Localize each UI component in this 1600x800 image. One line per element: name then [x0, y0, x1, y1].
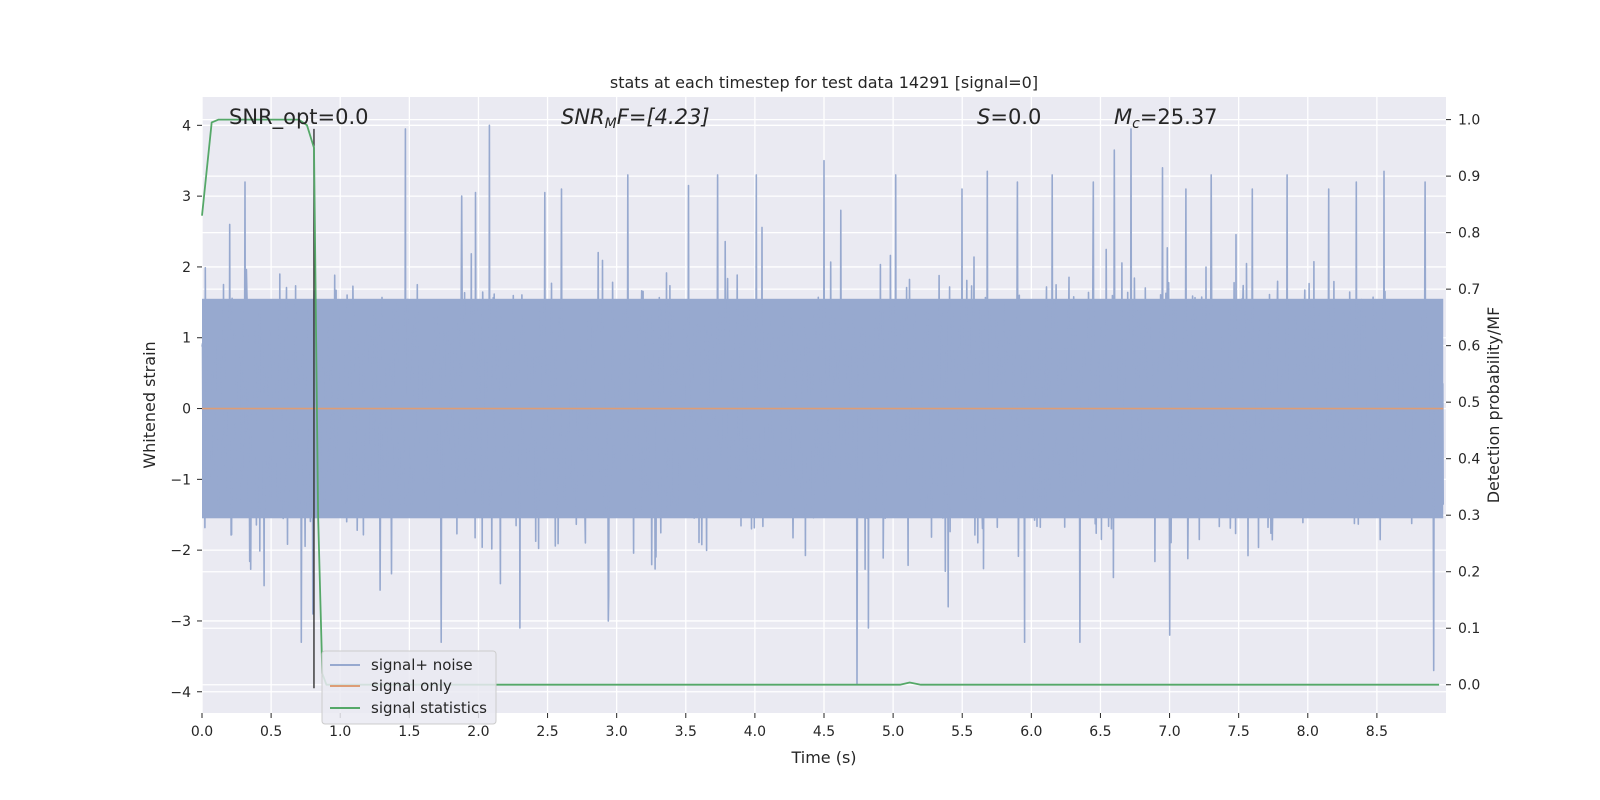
s-value: =0.0	[990, 105, 1041, 129]
legend-label-signal-statistics: signal statistics	[371, 699, 487, 717]
x-tick-label: 6.0	[1020, 724, 1042, 740]
x-tick-label: 3.5	[675, 724, 697, 740]
x-tick-label: 2.5	[536, 724, 558, 740]
chart-title: stats at each timestep for test data 142…	[610, 73, 1038, 92]
mc-value: =25.37	[1140, 105, 1218, 129]
x-tick-label: 8.5	[1366, 724, 1388, 740]
mc-base: M	[1114, 105, 1132, 129]
x-tick-label: 6.5	[1089, 724, 1111, 740]
right-tick-label: 0.9	[1458, 169, 1480, 185]
left-tick-label: 1	[182, 331, 191, 347]
right-tick-label: 0.3	[1458, 508, 1480, 524]
right-tick-label: 0.2	[1458, 565, 1480, 581]
x-tick-label: 0.0	[191, 724, 213, 740]
signal-noise-line	[201, 124, 1444, 686]
x-tick-label: 5.5	[951, 724, 973, 740]
annotation-mc: Mc=25.37	[1114, 105, 1218, 132]
left-axis-label: Whitened strain	[140, 341, 159, 468]
right-tick-label: 0.4	[1458, 452, 1480, 468]
x-tick-label: 8.0	[1297, 724, 1319, 740]
left-tick-label: −1	[170, 472, 191, 488]
x-tick-label: 4.5	[813, 724, 835, 740]
left-tick-label: 2	[182, 260, 191, 276]
mc-sub: c	[1132, 116, 1140, 132]
snr-mf-sub: M	[605, 116, 617, 132]
right-axis-label: Detection probability/MF	[1484, 307, 1503, 504]
x-tick-label: 4.0	[744, 724, 766, 740]
left-tick-label: −2	[170, 543, 191, 559]
snr-mf-base: SNR	[561, 105, 605, 129]
right-tick-labels: 1.0 0.9 0.8 0.7 0.6 0.5 0.4 0.3 0.2 0.1 0.0	[1446, 113, 1480, 694]
x-tick-label: 5.0	[882, 724, 904, 740]
annotation-snr-mf: SNRMF=[4.23]	[561, 105, 710, 132]
legend: signal+ noise signal only signal statist…	[321, 650, 497, 725]
x-tick-label: 1.0	[329, 724, 351, 740]
left-tick-label: −3	[170, 614, 191, 630]
legend-box	[321, 650, 497, 725]
left-tick-label: 4	[182, 118, 191, 134]
x-tick-labels: 0.0 0.5 1.0 1.5 2.0 2.5 3.0 3.5 4.0 4.5 5.0 5.5 6.0 6…	[191, 713, 1388, 740]
x-tick-label: 7.0	[1158, 724, 1180, 740]
x-tick-label: 0.5	[260, 724, 282, 740]
x-tick-label: 7.5	[1228, 724, 1250, 740]
left-tick-labels: 4 3 2 1 0 −1 −2 −3 −4	[170, 118, 202, 701]
right-tick-label: 1.0	[1458, 113, 1480, 129]
right-tick-label: 0.7	[1458, 282, 1480, 298]
x-tick-label: 2.0	[467, 724, 489, 740]
right-tick-label: 0.0	[1458, 678, 1480, 694]
legend-label-signal-noise: signal+ noise	[371, 656, 473, 674]
annotation-snr-opt: SNR_opt=0.0	[229, 105, 369, 130]
s-italic: S	[977, 105, 990, 129]
x-tick-label: 3.0	[606, 724, 628, 740]
right-tick-label: 0.1	[1458, 621, 1480, 637]
right-tick-label: 0.6	[1458, 339, 1480, 355]
annotation-s: S=0.0	[977, 105, 1041, 129]
x-tick-label: 1.5	[398, 724, 420, 740]
x-axis-label: Time (s)	[790, 748, 856, 767]
snr-mf-f: F=[4.23]	[617, 105, 710, 129]
left-tick-label: 3	[182, 189, 191, 205]
right-tick-label: 0.5	[1458, 395, 1480, 411]
left-tick-label: 0	[182, 402, 191, 418]
left-tick-label: −4	[170, 685, 191, 701]
legend-label-signal-only: signal only	[371, 677, 452, 695]
right-tick-label: 0.8	[1458, 226, 1480, 242]
